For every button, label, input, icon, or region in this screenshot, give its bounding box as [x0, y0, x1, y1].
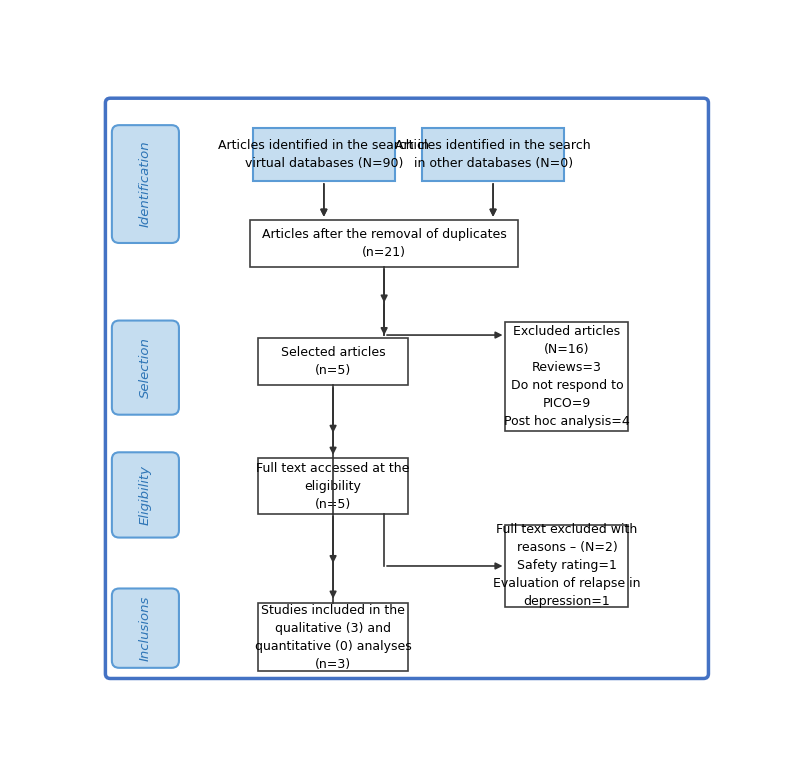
Text: Selection: Selection — [139, 337, 152, 398]
FancyBboxPatch shape — [258, 458, 408, 514]
Text: Full text excluded with
reasons – (N=2)
Safety rating=1
Evaluation of relapse in: Full text excluded with reasons – (N=2) … — [493, 524, 641, 608]
Text: Selected articles
(n=5): Selected articles (n=5) — [281, 346, 385, 378]
FancyBboxPatch shape — [258, 603, 408, 671]
FancyBboxPatch shape — [112, 125, 179, 243]
FancyBboxPatch shape — [112, 588, 179, 667]
FancyBboxPatch shape — [250, 220, 518, 267]
FancyBboxPatch shape — [506, 321, 629, 431]
FancyBboxPatch shape — [422, 128, 564, 181]
Text: Excluded articles
(N=16)
Reviews=3
Do not respond to
PICO=9
Post hoc analysis=4: Excluded articles (N=16) Reviews=3 Do no… — [504, 325, 630, 428]
FancyBboxPatch shape — [258, 338, 408, 385]
Text: Eligibility: Eligibility — [139, 465, 152, 525]
Text: Articles identified in the search
in other databases (N=0): Articles identified in the search in oth… — [395, 139, 591, 170]
FancyBboxPatch shape — [253, 128, 395, 181]
Text: Inclusions: Inclusions — [139, 595, 152, 661]
Text: Articles after the removal of duplicates
(n=21): Articles after the removal of duplicates… — [262, 228, 507, 259]
Text: Full text accessed at the
eligibility
(n=5): Full text accessed at the eligibility (n… — [256, 461, 410, 511]
FancyBboxPatch shape — [112, 321, 179, 414]
FancyBboxPatch shape — [106, 98, 708, 678]
Text: Articles identified in the search in
virtual databases (N=90): Articles identified in the search in vir… — [218, 139, 430, 170]
Text: Identification: Identification — [139, 141, 152, 228]
Text: Studies included in the
qualitative (3) and
quantitative (0) analyses
(n=3): Studies included in the qualitative (3) … — [255, 604, 411, 671]
FancyBboxPatch shape — [506, 524, 629, 608]
FancyBboxPatch shape — [112, 452, 179, 538]
